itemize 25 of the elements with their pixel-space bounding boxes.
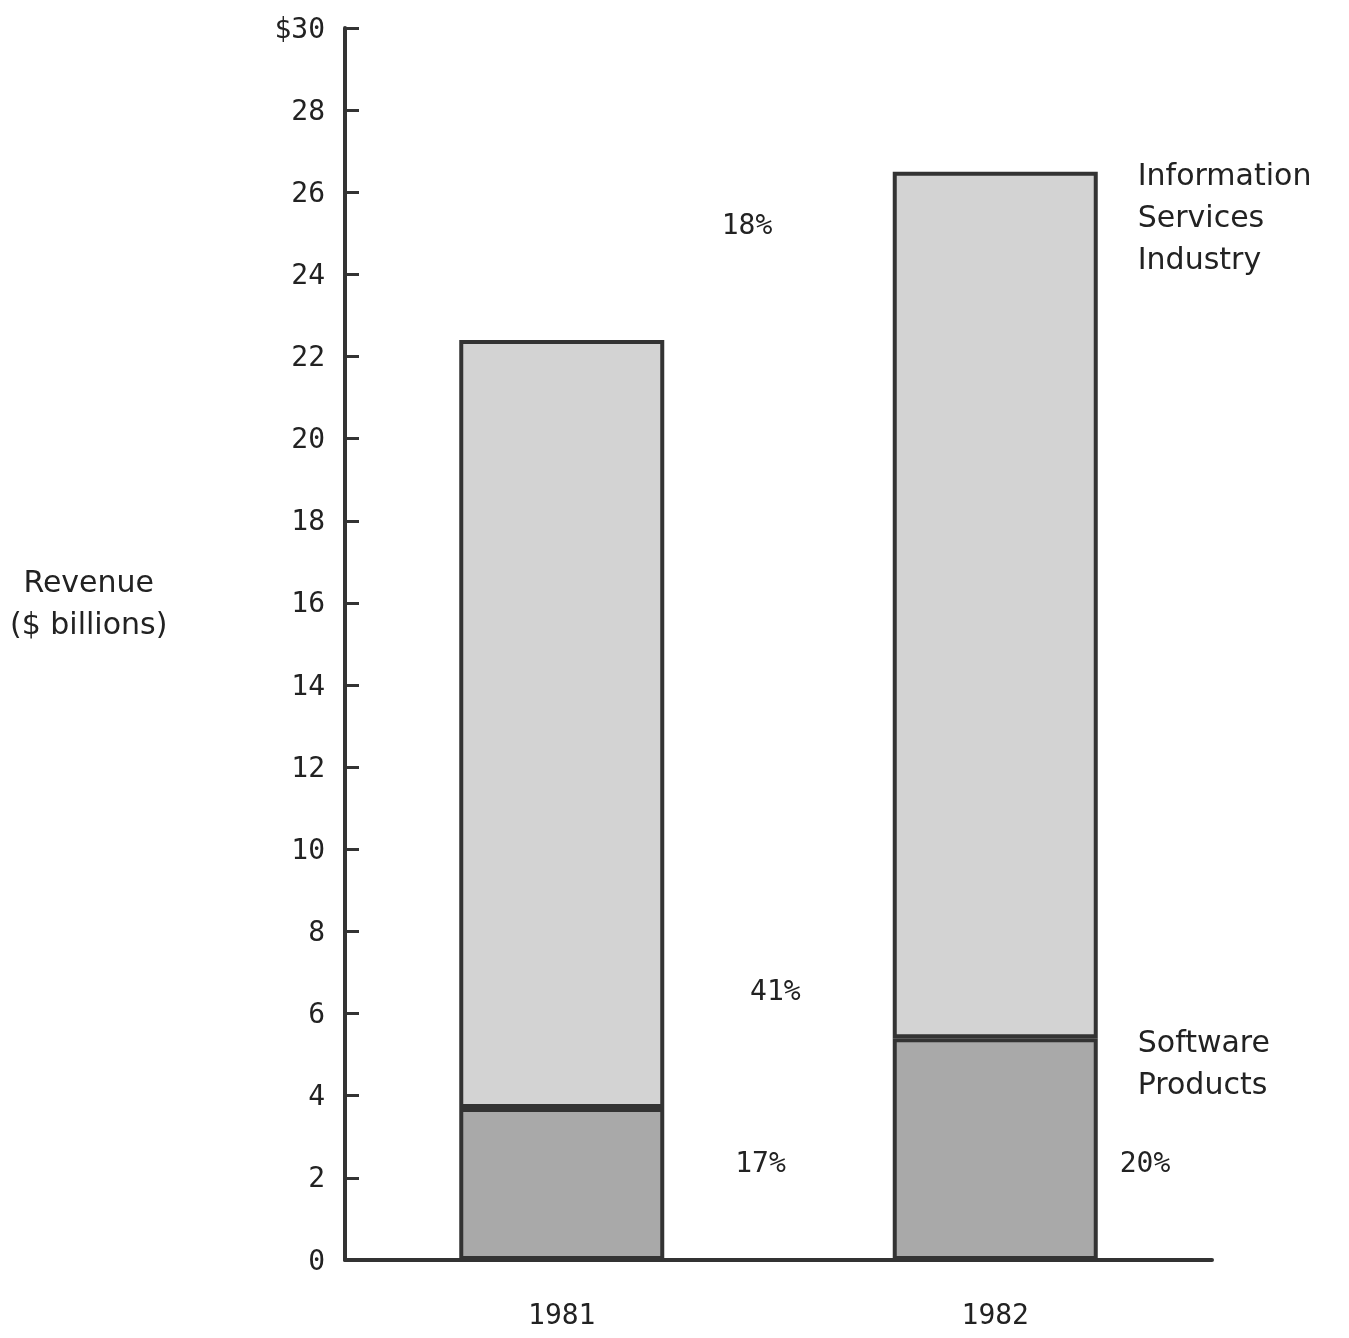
y-tick-label: 2 [308, 1161, 325, 1195]
y-tick-label: 14 [291, 668, 325, 702]
y-tick-label: 16 [291, 586, 325, 620]
annotation: 17% [735, 1145, 786, 1179]
y-tick-label: $30 [274, 11, 325, 45]
y-tick-label: 18 [291, 504, 325, 538]
series-label: Information Services Industry [1137, 157, 1312, 277]
annotation: 18% [721, 207, 773, 241]
y-tick-label: 4 [308, 1079, 325, 1113]
x-tick-label: 1982 [961, 1297, 1029, 1331]
y-tick-label: 8 [308, 914, 325, 948]
series-label: Software Products [1137, 1023, 1270, 1101]
y-tick-label: 10 [291, 832, 325, 866]
y-tick-label: 22 [291, 340, 325, 374]
y-tick-label: 6 [308, 997, 325, 1031]
annotation: 41% [750, 974, 801, 1008]
annotation: 20% [1119, 1145, 1171, 1179]
x-tick-label: 1981 [528, 1297, 596, 1331]
y-tick-label: 24 [291, 257, 325, 291]
y-tick-label: 0 [308, 1243, 325, 1277]
y-tick-label: 12 [291, 750, 325, 784]
y-axis-title: Revenue ($ billions) [10, 563, 168, 641]
y-tick-label: 20 [291, 422, 325, 456]
y-tick-label: 26 [291, 175, 325, 209]
y-tick-label: 28 [291, 93, 325, 127]
